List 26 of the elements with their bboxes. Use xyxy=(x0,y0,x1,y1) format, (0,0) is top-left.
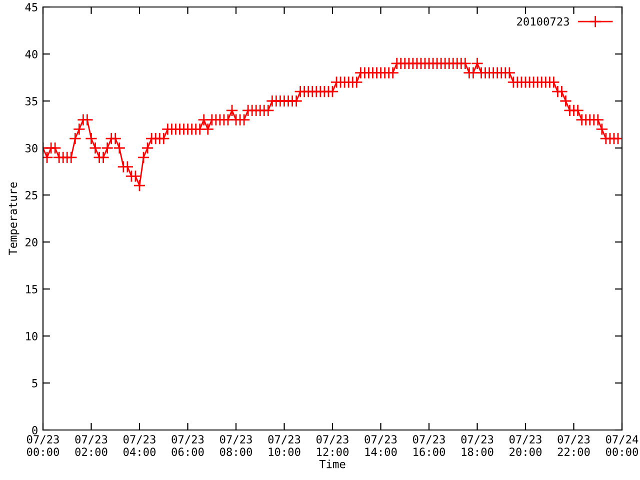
y-tick-label: 10 xyxy=(26,332,38,340)
x-tick-label: 07/24 00:00 xyxy=(606,435,638,456)
x-tick-label: 07/23 02:00 xyxy=(75,435,108,456)
x-tick-label: 07/23 04:00 xyxy=(124,435,156,456)
y-tick-label: 15 xyxy=(26,285,38,294)
y-tick-label: 5 xyxy=(32,379,38,388)
y-tick-label: 35 xyxy=(26,97,38,106)
x-tick-label: 07/23 08:00 xyxy=(220,435,252,456)
y-tick-label: 45 xyxy=(25,3,38,12)
x-tick-label: 07/23 22:00 xyxy=(558,435,590,456)
x-tick-label: 07/23 10:00 xyxy=(268,435,300,456)
y-tick-label: 40 xyxy=(25,50,38,58)
x-axis-title: Time xyxy=(319,460,346,468)
y-tick-label: 30 xyxy=(26,144,38,152)
x-tick-label: 07/23 00:00 xyxy=(27,435,60,456)
y-tick-label: 20 xyxy=(26,238,38,246)
x-tick-label: 07/23 18:00 xyxy=(461,435,494,456)
y-axis-title: Temperature xyxy=(8,182,20,256)
x-tick-label: 07/23 20:00 xyxy=(510,435,542,456)
x-tick-label: 07/23 12:00 xyxy=(316,435,349,456)
y-tick-label: 25 xyxy=(26,191,38,200)
x-tick-label: 07/23 16:00 xyxy=(413,435,446,456)
x-tick-label: 07/23 14:00 xyxy=(364,435,397,456)
y-tick-label: 0 xyxy=(32,426,38,434)
x-tick-label: 07/23 06:00 xyxy=(172,435,204,456)
legend-label: 20100723 xyxy=(517,17,569,26)
